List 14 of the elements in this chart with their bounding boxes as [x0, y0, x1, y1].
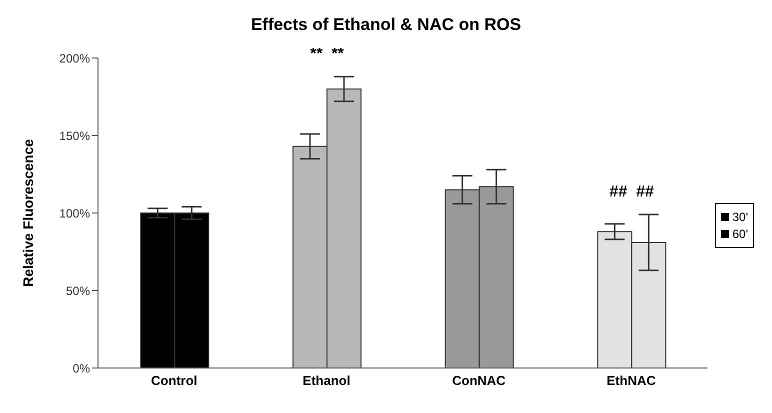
x-tick-label: Ethanol — [302, 373, 350, 388]
x-tick-label: Control — [151, 373, 198, 388]
legend-label: 30' — [732, 210, 748, 224]
y-axis-title: Relative Fluorescence — [20, 138, 36, 287]
annotation: ## ## — [609, 184, 654, 201]
x-tick-label: ConNAC — [452, 373, 506, 388]
y-tick-label: 200% — [59, 51, 90, 66]
y-tick-label: 50% — [66, 284, 90, 298]
y-tick-label: 100% — [59, 206, 90, 220]
legend-label: 60' — [732, 227, 748, 241]
chart-title: Effects of Ethanol & NAC on ROS — [250, 15, 522, 34]
x-tick-label: EthNAC — [606, 373, 656, 388]
y-tick-label: 0% — [72, 361, 90, 376]
y-tick-label: 150% — [59, 128, 90, 143]
